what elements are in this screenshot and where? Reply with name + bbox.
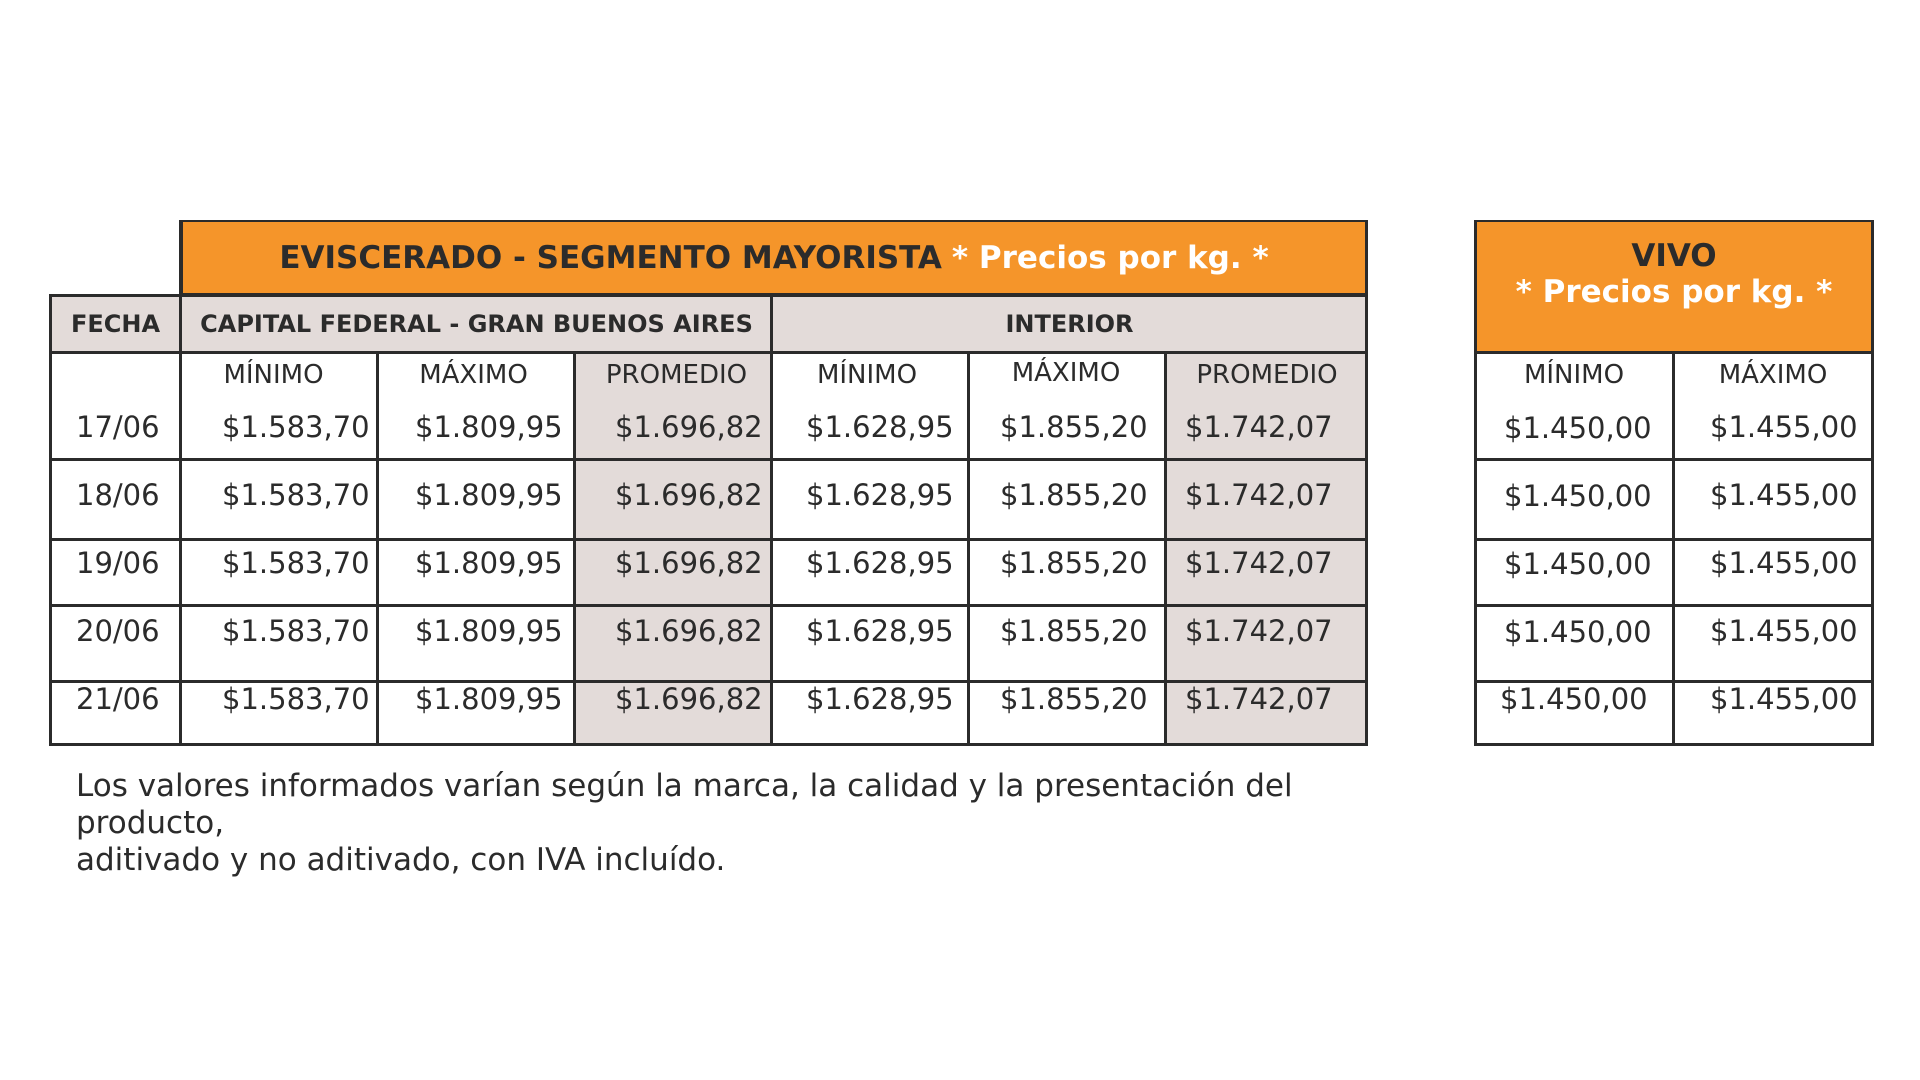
grid-line: [1672, 351, 1675, 746]
fecha-cell: 17/06: [76, 410, 160, 444]
vivo-title-band: [1475, 220, 1873, 353]
price-cell: $1.628,95: [806, 614, 954, 648]
sub-header-promedio: PROMEDIO: [605, 360, 748, 390]
price-cell: $1.696,82: [615, 682, 763, 716]
price-cell: $1.855,20: [1000, 410, 1148, 444]
grid-line: [376, 351, 379, 746]
grid-line: [770, 294, 773, 746]
grid-line: [50, 458, 1368, 461]
price-cell: $1.696,82: [615, 410, 763, 444]
price-cell: $1.742,07: [1185, 546, 1333, 580]
price-cell: $1.696,82: [615, 614, 763, 648]
vivo-sub-header-maximo: MÁXIMO: [1718, 360, 1828, 390]
vivo-sub-header-minimo: MÍNIMO: [1523, 360, 1625, 390]
price-cell: $1.450,00: [1504, 411, 1652, 445]
price-cell: $1.455,00: [1710, 614, 1858, 648]
fecha-cell: 20/06: [76, 614, 160, 648]
price-cell: $1.583,70: [222, 410, 370, 444]
vivo-title-block: VIVO * Precios por kg. *: [1475, 238, 1873, 310]
price-cell: $1.809,95: [415, 410, 563, 444]
price-cell: $1.742,07: [1185, 410, 1333, 444]
grid-line: [1871, 220, 1874, 746]
price-cell: $1.742,07: [1185, 614, 1333, 648]
sub-header-maximo: MÁXIMO: [1011, 358, 1121, 388]
price-cell: $1.855,20: [1000, 682, 1148, 716]
price-cell: $1.742,07: [1185, 478, 1333, 512]
grid-line: [50, 538, 1368, 541]
price-cell: $1.455,00: [1710, 478, 1858, 512]
group-header-capital: CAPITAL FEDERAL - GRAN BUENOS AIRES: [200, 310, 753, 338]
sub-header-minimo: MÍNIMO: [816, 360, 918, 390]
price-cell: $1.455,00: [1710, 546, 1858, 580]
grid-line: [50, 351, 1368, 354]
price-cell: $1.583,70: [222, 682, 370, 716]
price-cell: $1.628,95: [806, 546, 954, 580]
price-cell: $1.450,00: [1500, 682, 1648, 716]
price-cell: $1.696,82: [615, 546, 763, 580]
price-cell: $1.742,07: [1185, 682, 1333, 716]
vivo-title: VIVO: [1631, 238, 1717, 274]
price-cell: $1.628,95: [806, 410, 954, 444]
group-header-interior: INTERIOR: [1005, 310, 1134, 338]
price-cell: $1.450,00: [1504, 615, 1652, 649]
footnote-line: Los valores informados varían según la m…: [76, 768, 1293, 841]
promedio-column-capital: [575, 353, 772, 745]
price-cell: $1.809,95: [415, 682, 563, 716]
grid-line: [1365, 220, 1368, 746]
sub-header-maximo: MÁXIMO: [419, 360, 528, 390]
eviscerado-title-band: EVISCERADO - SEGMENTO MAYORISTA * Precio…: [181, 220, 1367, 295]
price-cell: $1.450,00: [1504, 479, 1652, 513]
grid-line: [1474, 220, 1477, 746]
price-cell: $1.450,00: [1504, 547, 1652, 581]
price-cell: $1.809,95: [415, 478, 563, 512]
grid-line: [179, 220, 182, 746]
fecha-cell: 18/06: [76, 478, 160, 512]
price-cell: $1.628,95: [806, 682, 954, 716]
grid-line: [573, 351, 576, 746]
price-cell: $1.628,95: [806, 478, 954, 512]
fecha-cell: 19/06: [76, 546, 160, 580]
grid-line: [50, 680, 1368, 683]
price-cell: $1.583,70: [222, 478, 370, 512]
grid-line: [50, 294, 1368, 297]
eviscerado-title: EVISCERADO - SEGMENTO MAYORISTA: [279, 239, 942, 276]
vivo-title-note: * Precios por kg. *: [1515, 274, 1833, 310]
footnote-line: aditivado y no aditivado, con IVA incluí…: [76, 842, 726, 878]
sub-header-promedio: PROMEDIO: [1196, 360, 1338, 390]
price-cell: $1.696,82: [615, 478, 763, 512]
fecha-header: FECHA: [70, 310, 161, 338]
price-cell: $1.455,00: [1710, 682, 1858, 716]
price-cell: $1.855,20: [1000, 546, 1148, 580]
grid-line: [50, 604, 1368, 607]
price-cell: $1.583,70: [222, 614, 370, 648]
grid-line: [49, 294, 52, 746]
price-cell: $1.455,00: [1710, 410, 1858, 444]
price-cell: $1.583,70: [222, 546, 370, 580]
price-cell: $1.809,95: [415, 546, 563, 580]
footnote: Los valores informados varían según la m…: [76, 768, 1396, 879]
sub-header-minimo: MÍNIMO: [223, 360, 324, 390]
grid-line: [967, 351, 970, 746]
grid-line: [1164, 351, 1167, 746]
grid-line: [50, 743, 1368, 746]
price-cell: $1.855,20: [1000, 614, 1148, 648]
price-cell: $1.855,20: [1000, 478, 1148, 512]
header-row-background: [50, 295, 1367, 353]
promedio-column-interior: [1167, 353, 1367, 745]
fecha-cell: 21/06: [76, 682, 160, 716]
price-cell: $1.809,95: [415, 614, 563, 648]
eviscerado-title-note: * Precios por kg. *: [951, 239, 1269, 276]
